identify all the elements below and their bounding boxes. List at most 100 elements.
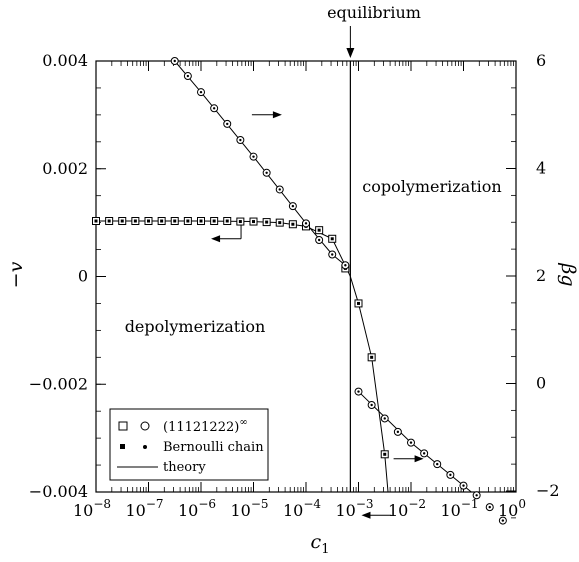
bernoulli-dot-point [239,138,242,142]
bernoulli-dot-point [331,253,334,256]
annotation-copolymerization: copolymerization [362,177,501,196]
direction-arrow-head [272,111,282,119]
bernoulli-dot-point [278,188,281,191]
x-tick-label: 10−8 [73,497,111,520]
legend-open-circle-marker [140,421,150,431]
legend-filled-dot-marker [143,445,147,449]
bernoulli-dot-point [449,473,452,477]
direction-arrow-head [361,511,371,519]
legend-label-periodic-superscript: ∞ [239,417,247,428]
bernoulli-dot-point [304,222,308,225]
legend: (11121222)∞ Bernoulli chain theory [109,408,269,481]
bernoulli-square-point [107,219,111,223]
bernoulli-square-point [94,219,98,223]
x-tick-base: 10 [125,501,145,520]
bernoulli-dot-point [501,519,505,522]
bernoulli-dot-point [409,441,413,444]
x-axis-label-subscript: 1 [321,542,329,557]
x-tick-base: 10 [335,501,355,520]
bernoulli-dot-point [226,122,229,126]
right-axis-label: βg [557,262,579,286]
x-tick-exponent: −1 [461,497,479,511]
x-tick-label: 10−1 [440,497,478,520]
bernoulli-square-point [291,222,295,226]
bernoulli-square-point [160,219,164,223]
bernoulli-square-point [225,219,229,223]
legend-box [109,408,269,481]
left-tick-label: 0.004 [42,51,88,70]
bernoulli-dot-point [422,452,426,455]
x-tick-base: 10 [230,501,250,520]
bernoulli-dot-point [436,462,439,466]
bernoulli-square-point [120,219,124,223]
bernoulli-dot-point [370,403,373,407]
bernoulli-square-point [278,221,282,225]
bernoulli-dot-point [265,171,268,174]
bernoulli-square-point [370,355,374,359]
x-tick-base: 10 [498,501,518,520]
legend-filled-square-marker [120,444,125,449]
bernoulli-square-point [317,228,321,232]
bernoulli-square-point [186,219,190,223]
bernoulli-square-point [383,452,387,456]
x-tick-label: 10−7 [125,497,163,520]
annotation-depolymerization: depolymerization [125,317,266,336]
bernoulli-dot-point [252,155,255,158]
legend-open-square-marker [118,421,128,431]
x-axis-label: c1 [311,531,330,557]
bernoulli-square-point [212,219,216,223]
bernoulli-square-point [173,219,177,223]
left-tick-label: −0.002 [29,374,88,393]
x-tick-base: 10 [178,501,198,520]
x-tick-exponent: −6 [198,497,216,511]
direction-arrow-head [211,235,221,243]
right-tick-label: 4 [536,159,546,178]
x-tick-base: 10 [388,501,408,520]
x-tick-exponent: −8 [93,497,111,511]
bernoulli-dot-point [488,505,491,509]
left-tick-label: 0.002 [42,159,88,178]
x-tick-base: 10 [73,501,93,520]
x-tick-label: 10−6 [178,497,216,520]
x-tick-label: 10−2 [388,497,426,520]
bernoulli-square-point [199,219,203,223]
legend-label-theory: theory [163,460,206,475]
bernoulli-dot-point [344,264,347,267]
right-tick-label: 6 [536,51,546,70]
legend-entry-theory: theory [117,460,206,475]
left-tick-label: −0.004 [29,482,88,501]
equilibrium-arrow-head [346,48,355,58]
x-tick-label: 100 [498,497,526,520]
direction-arrow-head [414,455,424,463]
bernoulli-dot-point [357,390,360,393]
x-tick-exponent: 0 [518,497,526,511]
legend-label-periodic: (11121222)∞ [163,417,248,435]
bernoulli-dot-point [383,417,386,420]
bernoulli-square-point [265,220,269,224]
left-axis-label: −v [5,261,27,288]
x-tick-label: 10−5 [230,497,268,520]
bernoulli-square-point [133,219,137,223]
bernoulli-square-point [357,301,360,305]
bernoulli-square-point [330,237,334,241]
bernoulli-dot-point [396,430,400,434]
bernoulli-dot-point [462,484,465,487]
x-tick-exponent: −7 [146,497,164,511]
legend-entry-periodic: (11121222)∞ [118,417,248,435]
bernoulli-dot-point [173,59,176,63]
x-tick-exponent: −3 [356,497,374,511]
x-tick-exponent: −2 [408,497,426,511]
left-tick-label: 0 [78,267,88,286]
annotation-equilibrium: equilibrium [327,3,421,22]
plot-layer: 10−8 10−7 10−6 10−5 10−4 10−3 10−2 10−1 1000.004… [29,26,560,525]
bernoulli-dot-point [475,494,478,497]
bernoulli-dot-point [199,90,203,94]
bernoulli-dot-point [186,74,190,78]
x-tick-label: 10−3 [335,497,373,520]
right-tick-label: 0 [536,374,546,393]
x-tick-label: 10−4 [283,497,321,520]
bernoulli-dot-point [212,107,216,110]
bernoulli-dot-point [291,204,295,208]
right-tick-label: 2 [536,266,546,285]
